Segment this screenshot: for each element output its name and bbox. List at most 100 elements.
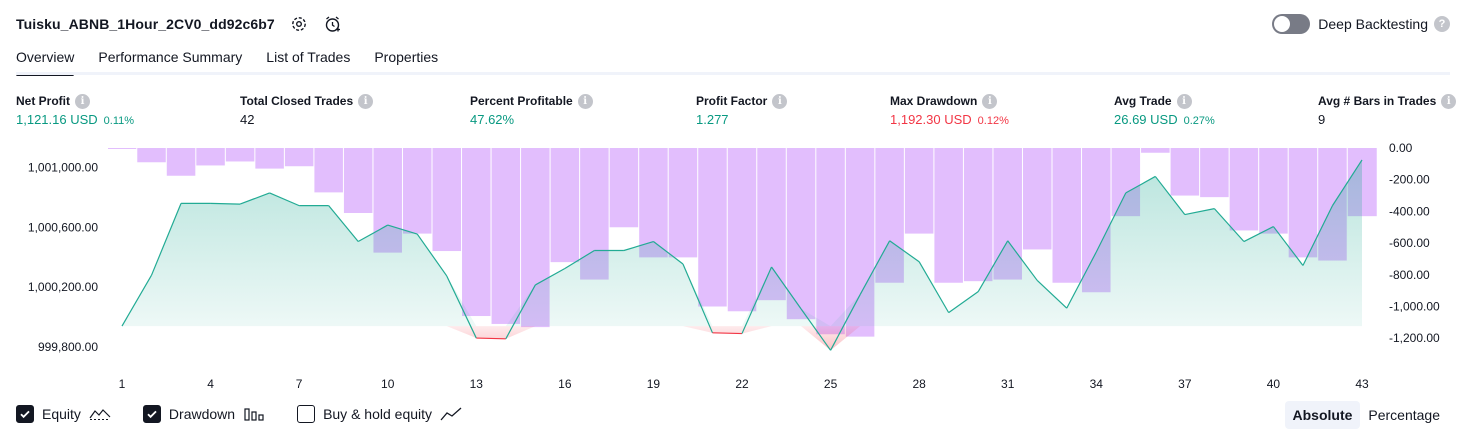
drawdown-bar [462, 148, 491, 316]
equity-checkbox[interactable] [16, 405, 34, 423]
equity-line-segment [712, 333, 742, 334]
right-axis-tick-label: -400.00 [1389, 204, 1430, 218]
tabs-divider [16, 72, 1450, 75]
right-axis-tick-label: -200.00 [1389, 173, 1430, 187]
x-axis-tick-label: 16 [558, 377, 572, 391]
drawdown-bar [137, 148, 166, 162]
metric-percent: 0.27% [1184, 115, 1215, 127]
legend-drawdown[interactable]: Drawdown [143, 405, 265, 423]
legend-equity-label: Equity [42, 406, 81, 422]
drawdown-bar [934, 148, 963, 283]
drawdown-bar [1259, 148, 1288, 234]
left-axis-tick-label: 1,001,000.00 [28, 160, 98, 174]
right-axis-tick-label: 0.00 [1389, 141, 1413, 155]
metric-label: Max Drawdown [890, 94, 977, 108]
x-axis-tick-label: 4 [207, 377, 214, 391]
drawdown-bar [1200, 148, 1229, 197]
equity-line-icon [89, 406, 111, 422]
value-mode-switch: Absolute Percentage [1285, 401, 1449, 429]
tab-list-of-trades[interactable]: List of Trades [266, 44, 350, 74]
legend-equity[interactable]: Equity [16, 405, 111, 423]
drawdown-bar [698, 148, 727, 307]
legend-buy-hold[interactable]: Buy & hold equity [297, 405, 462, 423]
drawdown-bar [433, 148, 462, 251]
drawdown-bar [1171, 148, 1200, 196]
deep-backtesting-control: Deep Backtesting ? [1272, 12, 1450, 36]
x-axis-tick-label: 31 [1001, 377, 1015, 391]
x-axis-tick-label: 19 [647, 377, 661, 391]
metric-value: 9 [1318, 112, 1325, 127]
help-icon[interactable]: ? [1434, 16, 1450, 32]
toggle-knob [1274, 16, 1290, 32]
drawdown-bar [1141, 148, 1170, 153]
info-icon[interactable]: i [358, 94, 373, 109]
metric-label: Avg # Bars in Trades [1318, 94, 1436, 108]
equity-line-segment [476, 338, 506, 339]
metric-percent: 0.12% [978, 115, 1009, 127]
right-axis-tick-label: -800.00 [1389, 268, 1430, 282]
right-axis-tick-label: -600.00 [1389, 236, 1430, 250]
metric-label: Total Closed Trades [240, 94, 353, 108]
drawdown-bar [108, 148, 136, 149]
drawdown-bar [669, 148, 698, 257]
drawdown-bar [1023, 148, 1052, 249]
report-tabs: Overview Performance Summary List of Tra… [16, 44, 462, 74]
metric-label: Net Profit [16, 94, 70, 108]
left-axis-tick-label: 999,800.00 [38, 340, 98, 354]
metric-value: 26.69 USD [1114, 112, 1178, 127]
right-axis-tick-label: -1,200.00 [1389, 331, 1440, 345]
strategy-header: Tuisku_ABNB_1Hour_2CV0_dd92c6b7 [16, 12, 343, 36]
absolute-mode-button[interactable]: Absolute [1285, 401, 1361, 429]
drawdown-bar [403, 148, 432, 234]
metric-label: Percent Profitable [470, 94, 573, 108]
info-icon[interactable]: i [772, 94, 787, 109]
x-axis-tick-label: 28 [912, 377, 926, 391]
drawdown-bar [344, 148, 373, 213]
metric-avg-trade: Avg Trade i 26.69 USD 0.27% [1114, 92, 1215, 130]
metric-value: 1,121.16 USD [16, 112, 98, 127]
drawdown-bar [492, 148, 521, 324]
metric-net-profit: Net Profit i 1,121.16 USD 0.11% [16, 92, 134, 130]
left-axis-tick-label: 1,000,200.00 [28, 280, 98, 294]
drawdown-bar [905, 148, 934, 234]
drawdown-bar [255, 148, 284, 169]
left-axis-tick-label: 1,000,600.00 [28, 220, 98, 234]
drawdown-bar [167, 148, 196, 176]
drawdown-bar [285, 148, 314, 166]
drawdown-bar [196, 148, 225, 165]
percentage-mode-button[interactable]: Percentage [1360, 401, 1448, 429]
drawdown-bar [1289, 148, 1318, 257]
x-axis-tick-label: 37 [1178, 377, 1192, 391]
deep-backtesting-toggle[interactable] [1272, 14, 1310, 34]
metric-value: 47.62% [470, 112, 514, 127]
tab-performance-summary[interactable]: Performance Summary [98, 44, 242, 74]
buy-hold-checkbox[interactable] [297, 405, 315, 423]
drawdown-bar [610, 148, 639, 227]
drawdown-bar [639, 148, 668, 257]
drawdown-checkbox[interactable] [143, 405, 161, 423]
metric-avg-bars-in-trades: Avg # Bars in Trades i 9 [1318, 92, 1456, 130]
equity-drawdown-chart: 999,800.00 1,000,200.00 1,000,600.00 1,001,… [0, 140, 1466, 398]
metric-value: 1.277 [696, 112, 729, 127]
legend-drawdown-label: Drawdown [169, 406, 235, 422]
metric-profit-factor: Profit Factor i 1.277 [696, 92, 787, 130]
info-icon[interactable]: i [75, 94, 90, 109]
info-icon[interactable]: i [982, 94, 997, 109]
info-icon[interactable]: i [1177, 94, 1192, 109]
drawdown-bars-icon [243, 406, 265, 422]
x-axis-tick-label: 7 [296, 377, 303, 391]
info-icon[interactable]: i [578, 94, 593, 109]
add-alert-clock-icon[interactable] [323, 14, 343, 34]
settings-gear-icon[interactable] [289, 14, 309, 34]
tab-overview[interactable]: Overview [16, 44, 74, 74]
strategy-title: Tuisku_ABNB_1Hour_2CV0_dd92c6b7 [16, 16, 275, 32]
metrics-row: Net Profit i 1,121.16 USD 0.11% Total Clos… [16, 92, 1450, 132]
x-axis-tick-label: 22 [735, 377, 749, 391]
tab-properties[interactable]: Properties [374, 44, 438, 74]
drawdown-bar [551, 148, 580, 262]
x-axis-tick-label: 10 [381, 377, 395, 391]
x-axis-tick-label: 43 [1355, 377, 1369, 391]
drawdown-bar [816, 148, 845, 334]
info-icon[interactable]: i [1441, 94, 1456, 109]
x-axis-tick-label: 40 [1267, 377, 1281, 391]
